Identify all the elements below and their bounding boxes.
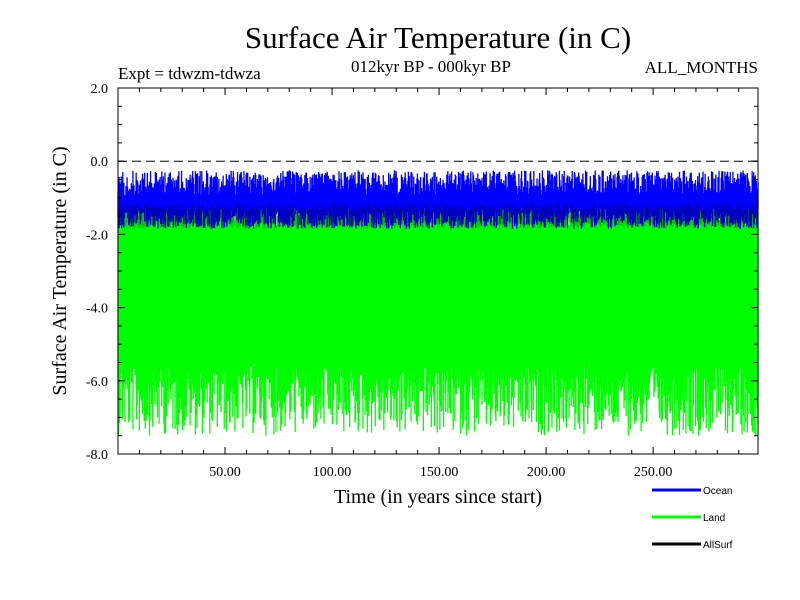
legend-label-land: Land (703, 513, 725, 524)
period-label: 012kyr BP - 000kyr BP (351, 57, 511, 76)
legend-label-allsurf: AllSurf (703, 540, 733, 551)
legend-label-ocean: Ocean (703, 486, 732, 497)
experiment-label: Expt = tdwzm-tdwza (118, 64, 261, 83)
y-tick-label: -8.0 (86, 448, 108, 463)
x-axis-label: Time (in years since start) (334, 486, 542, 508)
y-tick-label: 0.0 (91, 155, 109, 170)
y-tick-label: -4.0 (86, 302, 108, 317)
y-axis-label: Surface Air Temperature (in C) (49, 146, 71, 395)
legend: Ocean Land AllSurf (652, 486, 733, 551)
y-tick-label: 2.0 (91, 82, 109, 97)
series-land (117, 194, 759, 436)
y-tick-label: -2.0 (86, 228, 108, 243)
plot-frame (117, 87, 759, 455)
x-tick-label: 250.00 (634, 465, 673, 480)
months-label: ALL_MONTHS (645, 58, 758, 77)
x-tick-label: 150.00 (420, 465, 459, 480)
chart-title: Surface Air Temperature (in C) (245, 20, 631, 55)
axes: 2.0 0.0 -2.0 -4.0 -6.0 -8.0 50.00 100.00 150.00 2… (86, 82, 758, 480)
series-layer (117, 170, 759, 436)
x-tick-label: 50.00 (209, 465, 241, 480)
y-tick-label: -6.0 (86, 375, 108, 390)
x-tick-label: 100.00 (313, 465, 352, 480)
x-tick-label: 200.00 (527, 465, 566, 480)
